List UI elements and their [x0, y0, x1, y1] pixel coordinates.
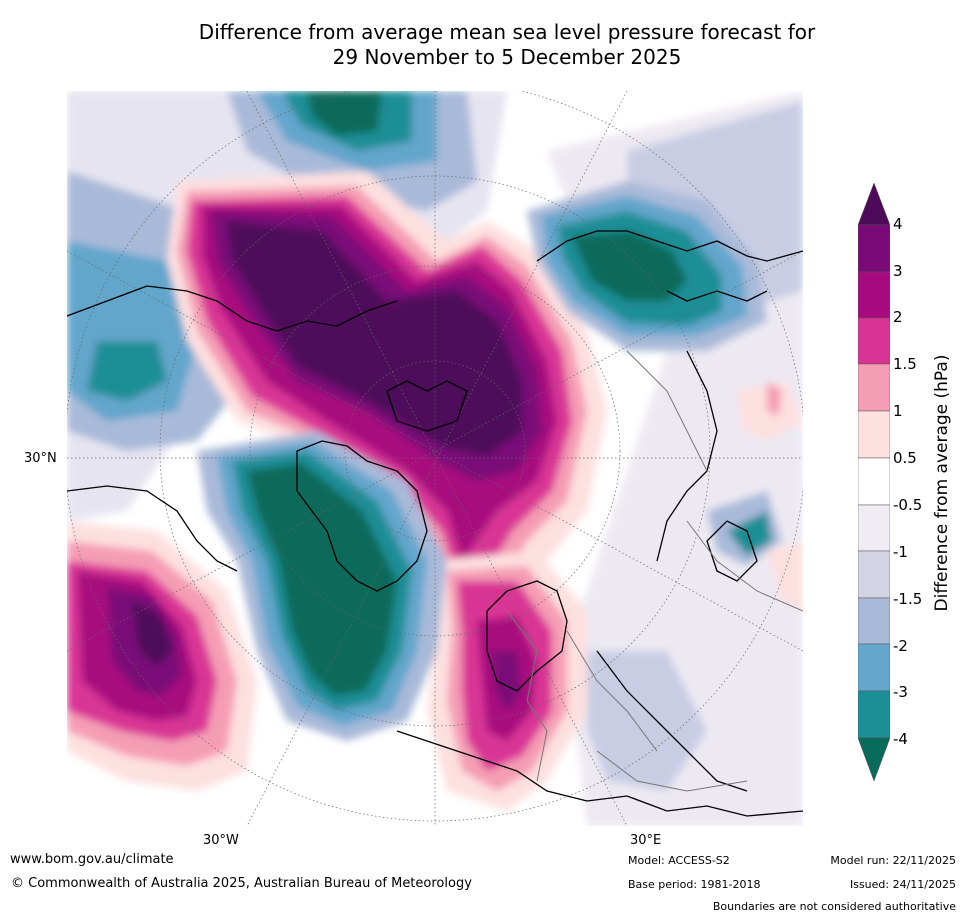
colorbar-tick: -0.5 — [893, 496, 923, 514]
graticule — [67, 91, 803, 826]
base-period: Base period: 1981-2018 — [628, 878, 761, 891]
issued-date: Issued: 24/11/2025 — [849, 878, 956, 891]
model-name: Model: ACCESS-S2 — [628, 854, 730, 867]
colorbar-tick: -4 — [893, 730, 908, 748]
map-title: Difference from average mean sea level p… — [0, 20, 965, 70]
title-line-2: 29 November to 5 December 2025 — [332, 45, 682, 69]
title-line-1: Difference from average mean sea level p… — [198, 20, 816, 44]
colorbar-tick: 2 — [893, 308, 903, 326]
boundary-disclaimer: Boundaries are not considered authoritat… — [712, 900, 956, 913]
coastlines — [67, 230, 803, 817]
colorbar-seg-neg-1-1.5 — [858, 550, 890, 599]
colorbar-seg-neg-1.5-2 — [858, 597, 890, 645]
colorbar-tick: -1 — [893, 543, 908, 561]
colorbar-tick: -3 — [893, 683, 908, 701]
colorbar-tick: 3 — [893, 262, 903, 280]
colorbar-tick: -2 — [893, 637, 908, 655]
colorbar-seg-2-3 — [858, 271, 890, 319]
colorbar-tick: 4 — [893, 215, 903, 233]
colorbar-seg-neg-0.5-1 — [858, 504, 890, 552]
colorbar-arrow-top — [858, 183, 890, 226]
colorbar-tick: 1 — [893, 402, 903, 420]
borders — [506, 350, 803, 792]
colorbar-seg-neutral — [858, 457, 890, 506]
colorbar-arrow-bottom — [858, 737, 890, 782]
longitude-label-30e: 30°E — [630, 833, 662, 848]
colorbar-seg-0.5-1 — [858, 410, 890, 459]
pressure-anomaly-map — [67, 91, 803, 826]
colorbar-seg-neg-2-3 — [858, 643, 890, 692]
colorbar-seg-1-1.5 — [858, 363, 890, 412]
colorbar-tick: 0.5 — [893, 449, 917, 467]
colorbar — [858, 183, 890, 782]
model-run-date: Model run: 22/11/2025 — [830, 854, 956, 867]
colorbar-tick: -1.5 — [893, 590, 923, 608]
colorbar-seg-neg-3-4 — [858, 690, 890, 739]
longitude-label-30w: 30°W — [203, 833, 239, 848]
colorbar-title: Difference from average (hPa) — [932, 354, 952, 612]
colorbar-seg-3-4 — [858, 224, 890, 273]
colorbar-tick: 1.5 — [893, 355, 917, 373]
copyright: © Commonwealth of Australia 2025, Austra… — [11, 876, 472, 891]
website-link[interactable]: www.bom.gov.au/climate — [10, 852, 174, 867]
latitude-label-30n: 30°N — [24, 451, 57, 466]
colorbar-seg-1.5-2 — [858, 317, 890, 365]
